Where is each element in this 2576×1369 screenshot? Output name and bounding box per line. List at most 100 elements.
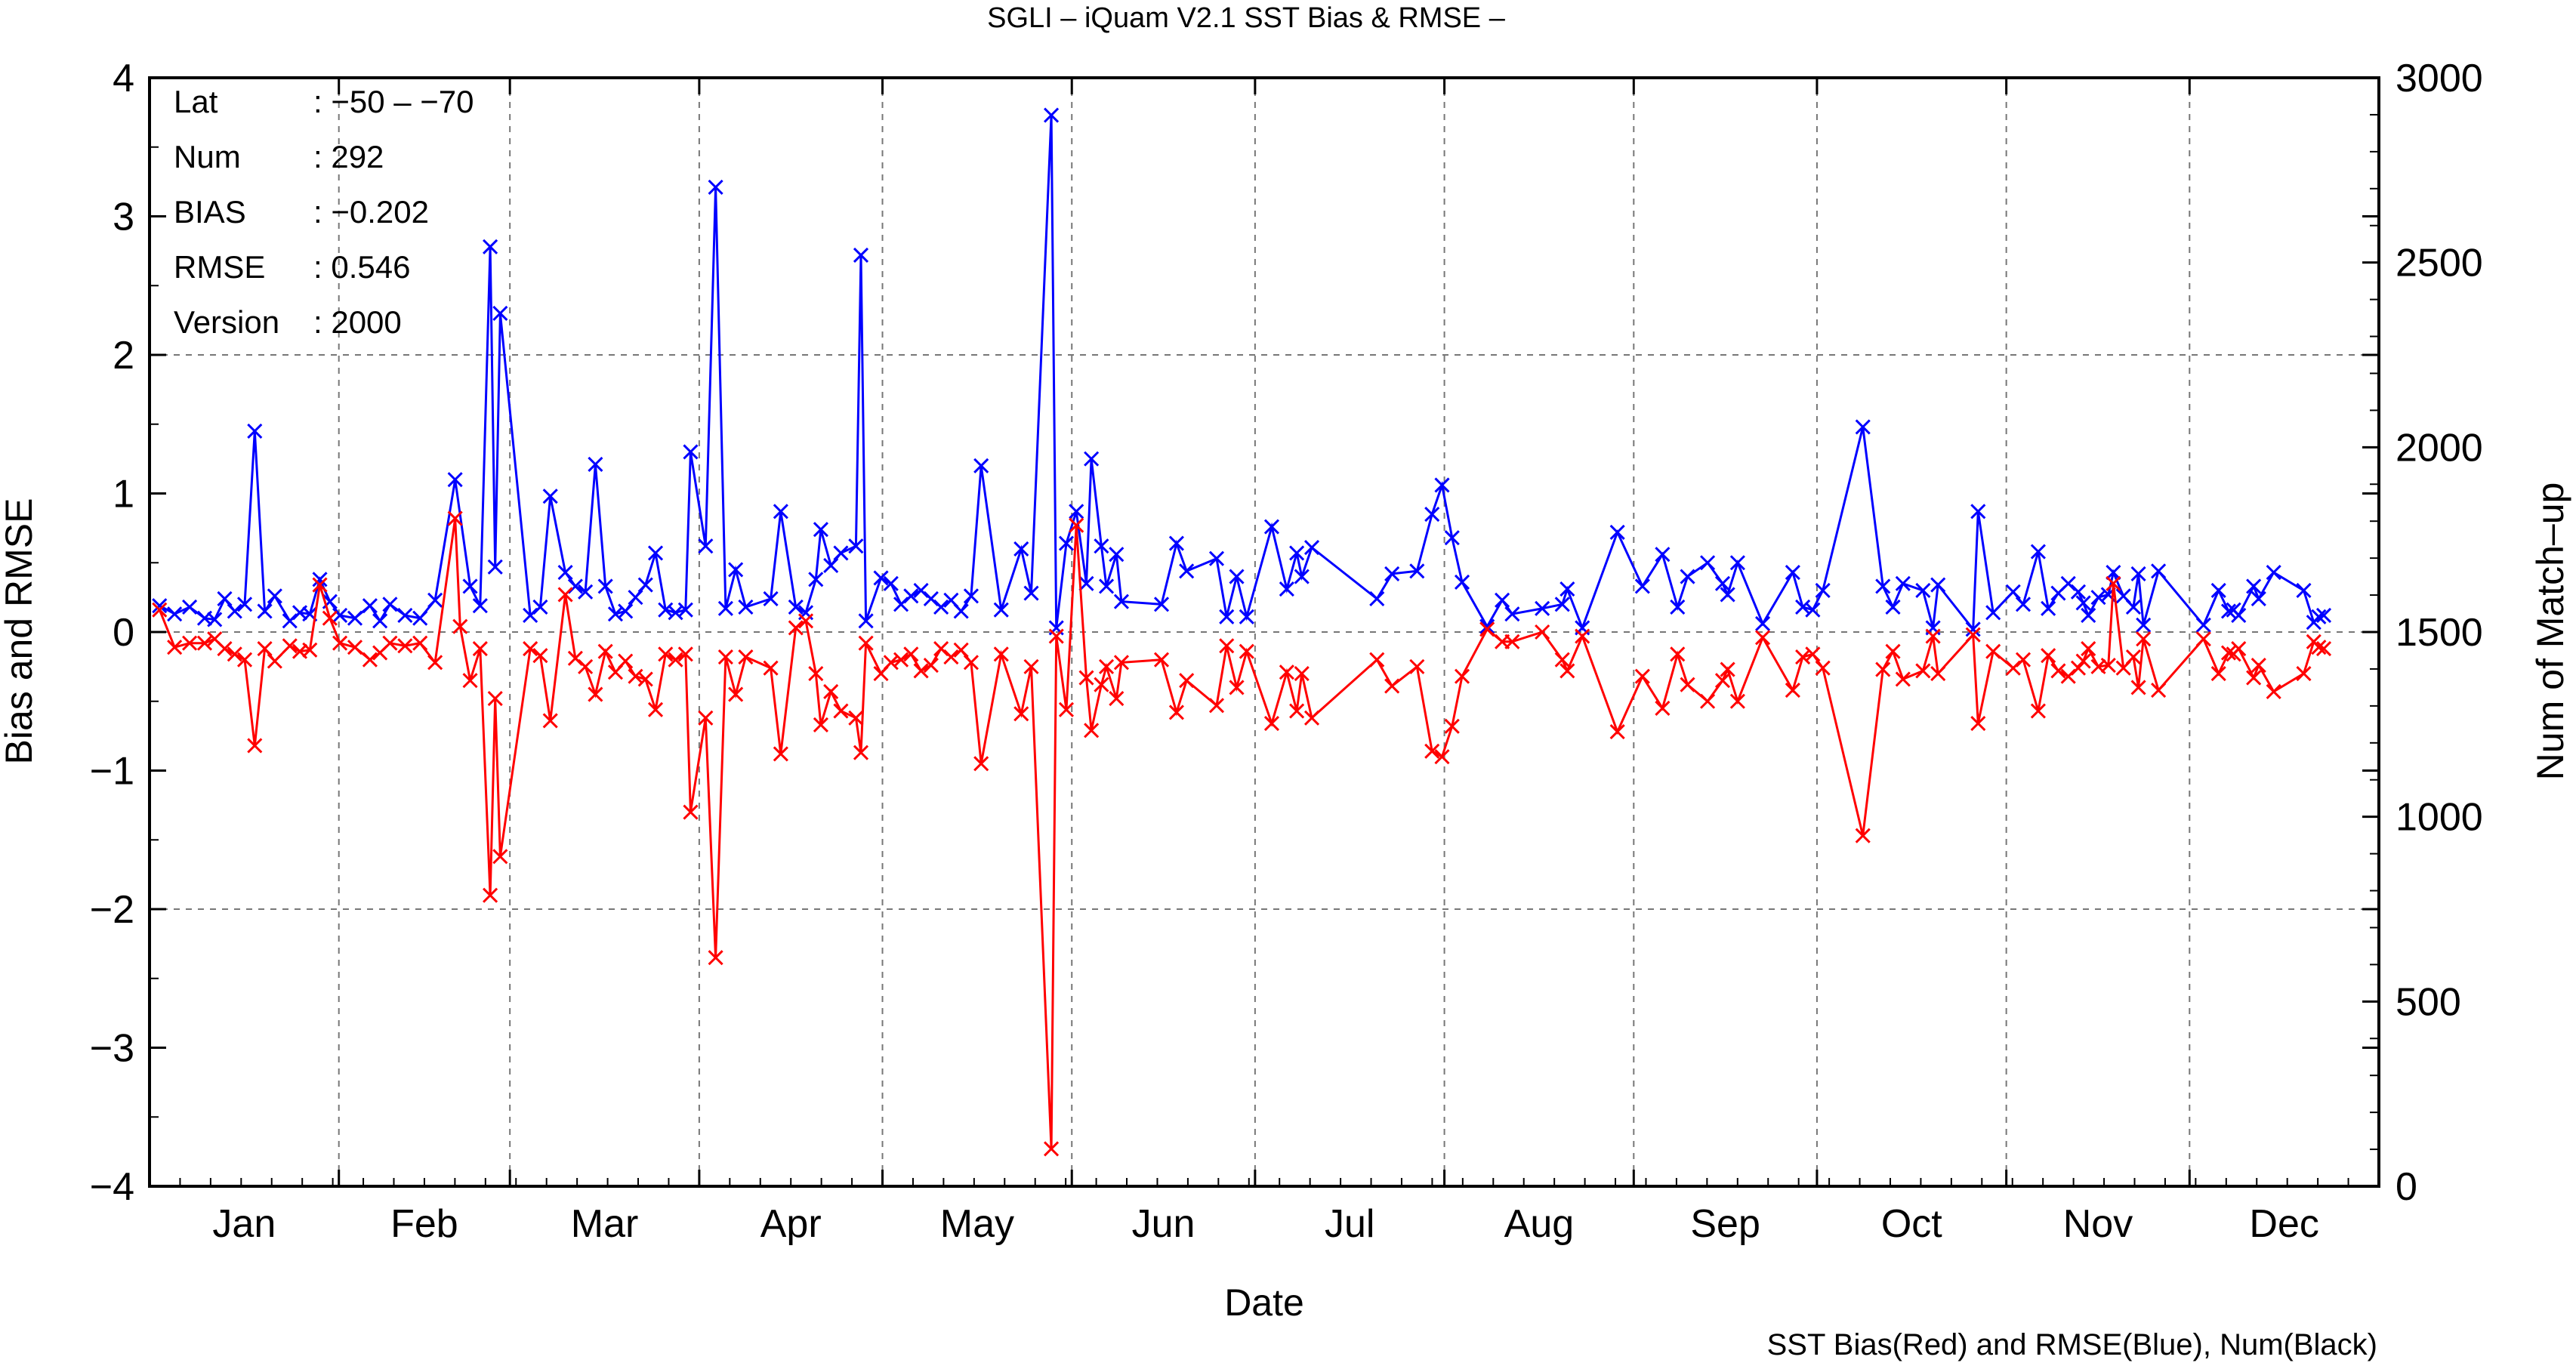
data-point: [1084, 451, 1100, 467]
data-point: [2041, 648, 2056, 664]
data-point: [1294, 569, 1310, 584]
data-point: [728, 686, 744, 702]
x-tick-label: Sep: [1690, 1202, 1760, 1246]
data-point: [2125, 599, 2142, 615]
data-point: [1013, 541, 1029, 557]
x-tick-label: Apr: [760, 1202, 822, 1246]
data-point: [2136, 617, 2152, 633]
data-point: [362, 652, 378, 668]
data-point: [953, 603, 969, 619]
data-point: [1084, 723, 1100, 738]
data-point: [597, 643, 613, 659]
data-point: [472, 598, 488, 614]
data-point: [412, 610, 428, 626]
data-point: [1409, 658, 1425, 674]
data-point: [1069, 504, 1084, 520]
data-point: [1575, 628, 1590, 644]
data-point: [1965, 627, 1981, 643]
data-point: [382, 635, 398, 651]
data-point: [1384, 678, 1400, 694]
data-point: [397, 607, 413, 624]
y-tick-label: −2: [90, 888, 134, 932]
data-point: [1720, 661, 1735, 677]
data-point: [903, 646, 919, 662]
data-point: [933, 599, 949, 615]
data-point: [2106, 575, 2121, 591]
data-point: [2246, 670, 2262, 686]
data-point: [1058, 535, 1075, 551]
data-point: [1559, 663, 1575, 679]
data-point: [1985, 643, 2001, 659]
data-point: [823, 683, 839, 699]
data-point: [1069, 517, 1084, 533]
data-point: [523, 640, 538, 657]
data-point: [492, 849, 508, 865]
data-point: [1369, 590, 1385, 607]
data-point: [1168, 535, 1184, 551]
data-point: [382, 597, 398, 612]
data-point: [282, 613, 298, 629]
data-point: [1634, 578, 1650, 594]
y-tick-label: −4: [90, 1165, 134, 1209]
data-point: [542, 713, 558, 729]
y2-tick-label: 2500: [2396, 242, 2483, 285]
data-point: [1785, 683, 1800, 698]
data-point: [1219, 609, 1235, 624]
data-point: [848, 538, 864, 554]
data-point: [2100, 657, 2116, 674]
data-point: [728, 562, 744, 578]
data-point: [2060, 575, 2076, 591]
series-bias: [152, 510, 2332, 1157]
data-point: [773, 746, 788, 762]
data-point: [1930, 665, 1946, 682]
data-point: [1153, 652, 1170, 668]
data-point: [167, 606, 183, 622]
data-point: [487, 559, 503, 575]
data-point: [1559, 581, 1575, 597]
data-point: [472, 640, 488, 657]
data-point: [1885, 643, 1901, 659]
y2-tick-label: 0: [2396, 1165, 2417, 1209]
data-point: [708, 179, 723, 196]
data-point: [217, 640, 233, 657]
data-point: [1384, 566, 1400, 581]
data-point: [1219, 638, 1235, 654]
data-point: [903, 588, 919, 604]
data-point: [1434, 477, 1450, 493]
data-point: [196, 635, 213, 651]
data-point: [1048, 628, 1064, 644]
data-point: [1013, 706, 1029, 722]
data-point: [1179, 563, 1195, 579]
axis-layer: −4 −3 −2 −1 0 1 2 3 4 0 500 1000 1500 2000 2500 3000 Jan…: [90, 57, 2483, 1246]
data-point: [1229, 680, 1245, 695]
info-value: : −0.202: [313, 194, 429, 230]
data-point: [236, 597, 253, 612]
data-point: [2246, 578, 2262, 594]
data-point: [247, 423, 263, 439]
data-point: [943, 649, 959, 665]
data-point: [973, 756, 989, 772]
y-tick-label: 4: [113, 57, 134, 100]
data-point: [427, 592, 443, 608]
data-point: [557, 587, 573, 603]
data-point: [1965, 621, 1981, 637]
y-tick-label: 2: [113, 334, 134, 378]
data-point: [1369, 652, 1385, 668]
data-point: [557, 565, 573, 581]
data-point: [883, 655, 899, 671]
data-point: [2311, 640, 2327, 655]
data-point: [1208, 698, 1225, 714]
data-point: [858, 613, 874, 629]
data-point: [2130, 680, 2146, 695]
data-point: [312, 572, 328, 587]
info-label: Lat: [174, 84, 218, 119]
data-point: [1078, 575, 1094, 591]
x-tick-label: Aug: [1504, 1202, 1575, 1246]
y2-tick-label: 1000: [2396, 796, 2483, 840]
data-point: [647, 701, 664, 717]
x-tick-label: Jun: [1132, 1202, 1195, 1246]
data-point: [2041, 600, 2056, 616]
data-point: [588, 456, 603, 473]
